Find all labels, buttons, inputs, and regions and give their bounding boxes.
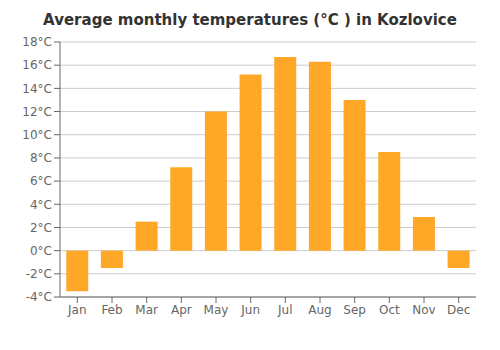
svg-text:6°C: 6°C [30,174,52,188]
svg-text:-4°C: -4°C [26,290,52,304]
svg-text:10°C: 10°C [22,128,52,142]
svg-text:14°C: 14°C [22,82,52,96]
svg-text:Sep: Sep [343,303,366,317]
html-text:Average monthly temperatures (: Average monthly temperatures (°C ) in Ko… [43,11,457,29]
svg-text:May: May [204,303,229,317]
svg-text:Dec: Dec [447,303,470,317]
svg-text:Jan: Jan [67,303,87,317]
svg-text:Nov: Nov [412,303,435,317]
svg-text:8°C: 8°C [30,151,52,165]
svg-text:Aug: Aug [308,303,331,317]
svg-text:-2°C: -2°C [26,267,52,281]
svg-text:16°C: 16°C [22,58,52,72]
svg-text:Jul: Jul [277,303,292,317]
svg-text:12°C: 12°C [22,105,52,119]
svg-text:Feb: Feb [101,303,122,317]
svg-text:Mar: Mar [135,303,158,317]
svg-text:Oct: Oct [379,303,400,317]
svg-text:0°C: 0°C [30,244,52,258]
svg-text:18°C: 18°C [22,35,52,49]
svg-text:2°C: 2°C [30,221,52,235]
svg-text:Apr: Apr [171,303,192,317]
svg-text:Jun: Jun [240,303,260,317]
svg-text:4°C: 4°C [30,198,52,212]
